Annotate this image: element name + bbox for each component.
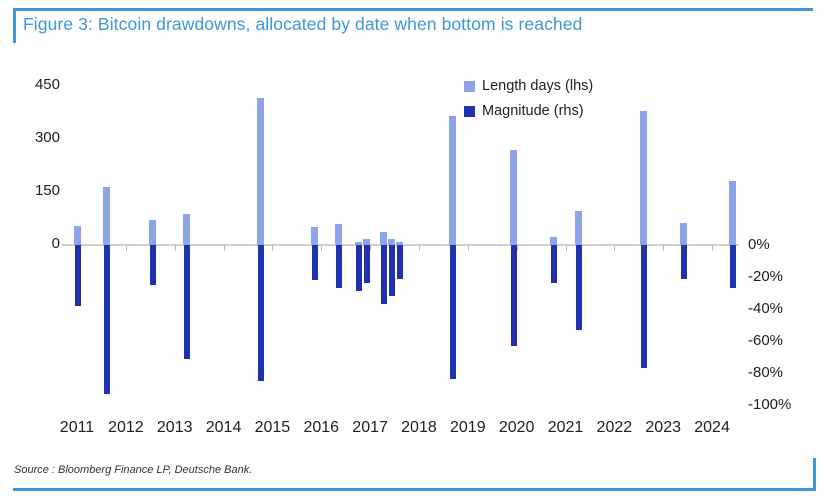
magnitude-bar [396, 245, 403, 279]
x-axis-tick [370, 246, 372, 251]
x-axis-tick [321, 246, 323, 251]
left-axis-label: 300 [34, 129, 60, 146]
magnitude-bar [364, 245, 371, 284]
right-axis-label: -80% [748, 364, 784, 381]
length-days-bar [729, 181, 737, 245]
right-axis-label: -100% [748, 396, 792, 413]
length-days-bar [510, 150, 518, 245]
length-days-bar [379, 231, 387, 245]
legend-label-length-days: Length days (lhs) [482, 78, 594, 94]
bottom-rule [13, 488, 816, 491]
right-axis-label: 0% [748, 236, 770, 253]
x-axis-tick [174, 246, 176, 251]
magnitude-bar [184, 245, 191, 359]
footer-accent-bar [813, 458, 816, 490]
x-axis-year-label: 2023 [645, 419, 681, 436]
magnitude-bar [576, 245, 583, 330]
length-days-bar [257, 98, 265, 245]
x-axis-tick [418, 246, 420, 251]
length-days-bar [354, 242, 362, 245]
x-axis-tick [467, 246, 469, 251]
length-days-bar [334, 223, 342, 245]
legend-item-length-days: Length days (lhs) [464, 78, 593, 94]
x-axis-year-label: 2015 [254, 419, 291, 436]
length-days-bar [148, 220, 156, 245]
x-axis-year-label: 2014 [205, 419, 242, 436]
length-days-bar [448, 116, 456, 245]
magnitude-bar [75, 245, 82, 306]
length-days-bar [363, 238, 371, 245]
magnitude-bar [681, 245, 688, 279]
x-axis-tick [712, 246, 714, 251]
legend-label-magnitude: Magnitude (rhs) [482, 103, 584, 119]
x-axis-year-label: 2016 [303, 419, 340, 436]
magnitude-bar [730, 245, 737, 289]
length-days-bar [680, 223, 688, 245]
length-days-bar [575, 211, 583, 245]
magnitude-bar [551, 245, 558, 284]
x-axis-tick [272, 246, 274, 251]
right-axis-label: -40% [748, 300, 784, 317]
title-accent-bar [13, 8, 16, 43]
x-axis-year-label: 2020 [498, 419, 535, 436]
x-axis-year-label: 2018 [401, 419, 437, 436]
magnitude-bar [641, 245, 648, 369]
length-days-bar [388, 238, 396, 245]
length-days-bar [183, 213, 191, 245]
length-days-bar [102, 187, 110, 245]
left-axis-label: 450 [34, 76, 60, 93]
left-axis-label: 0 [51, 235, 60, 252]
chart-legend: Length days (lhs) Magnitude (rhs) [464, 78, 593, 128]
magnitude-bar [335, 245, 342, 289]
magnitude-bar [258, 245, 265, 381]
x-axis-tick [125, 246, 127, 251]
length-days-bar [550, 237, 558, 245]
length-days-bar [74, 225, 82, 245]
x-axis-year-label: 2019 [450, 419, 486, 436]
x-axis-year-label: 2013 [156, 419, 193, 436]
magnitude-bar [103, 245, 110, 394]
magnitude-bar [449, 245, 456, 380]
left-axis-label: 150 [34, 182, 60, 199]
x-axis-year-label: 2024 [694, 419, 730, 436]
x-axis-tick [565, 246, 567, 251]
right-axis-label: -20% [748, 268, 784, 285]
top-rule [13, 8, 813, 11]
magnitude-bar [149, 245, 156, 285]
figure-title: Figure 3: Bitcoin drawdowns, allocated b… [23, 14, 583, 34]
x-axis-year-label: 2022 [596, 419, 633, 436]
legend-swatch-magnitude [464, 105, 475, 117]
length-days-bar [640, 110, 648, 245]
length-days-bar [395, 242, 403, 245]
magnitude-bar [511, 245, 518, 346]
x-axis-tick [223, 246, 225, 251]
source-text: Source : Bloomberg Finance LP, Deutsche … [14, 464, 253, 476]
x-axis-year-label: 2011 [59, 419, 95, 436]
x-axis-year-label: 2017 [352, 419, 388, 436]
right-axis-label: -60% [748, 332, 784, 349]
legend-item-magnitude: Magnitude (rhs) [464, 103, 593, 119]
x-axis-year-label: 2012 [108, 419, 144, 436]
magnitude-bar [380, 245, 387, 305]
legend-swatch-length-days [464, 80, 475, 92]
x-axis-tick [614, 246, 616, 251]
length-days-bar [311, 227, 319, 245]
x-axis-tick [663, 246, 665, 251]
magnitude-bar [355, 245, 362, 292]
x-axis-year-label: 2021 [547, 419, 584, 436]
magnitude-bar [389, 245, 396, 297]
magnitude-bar [312, 245, 319, 281]
